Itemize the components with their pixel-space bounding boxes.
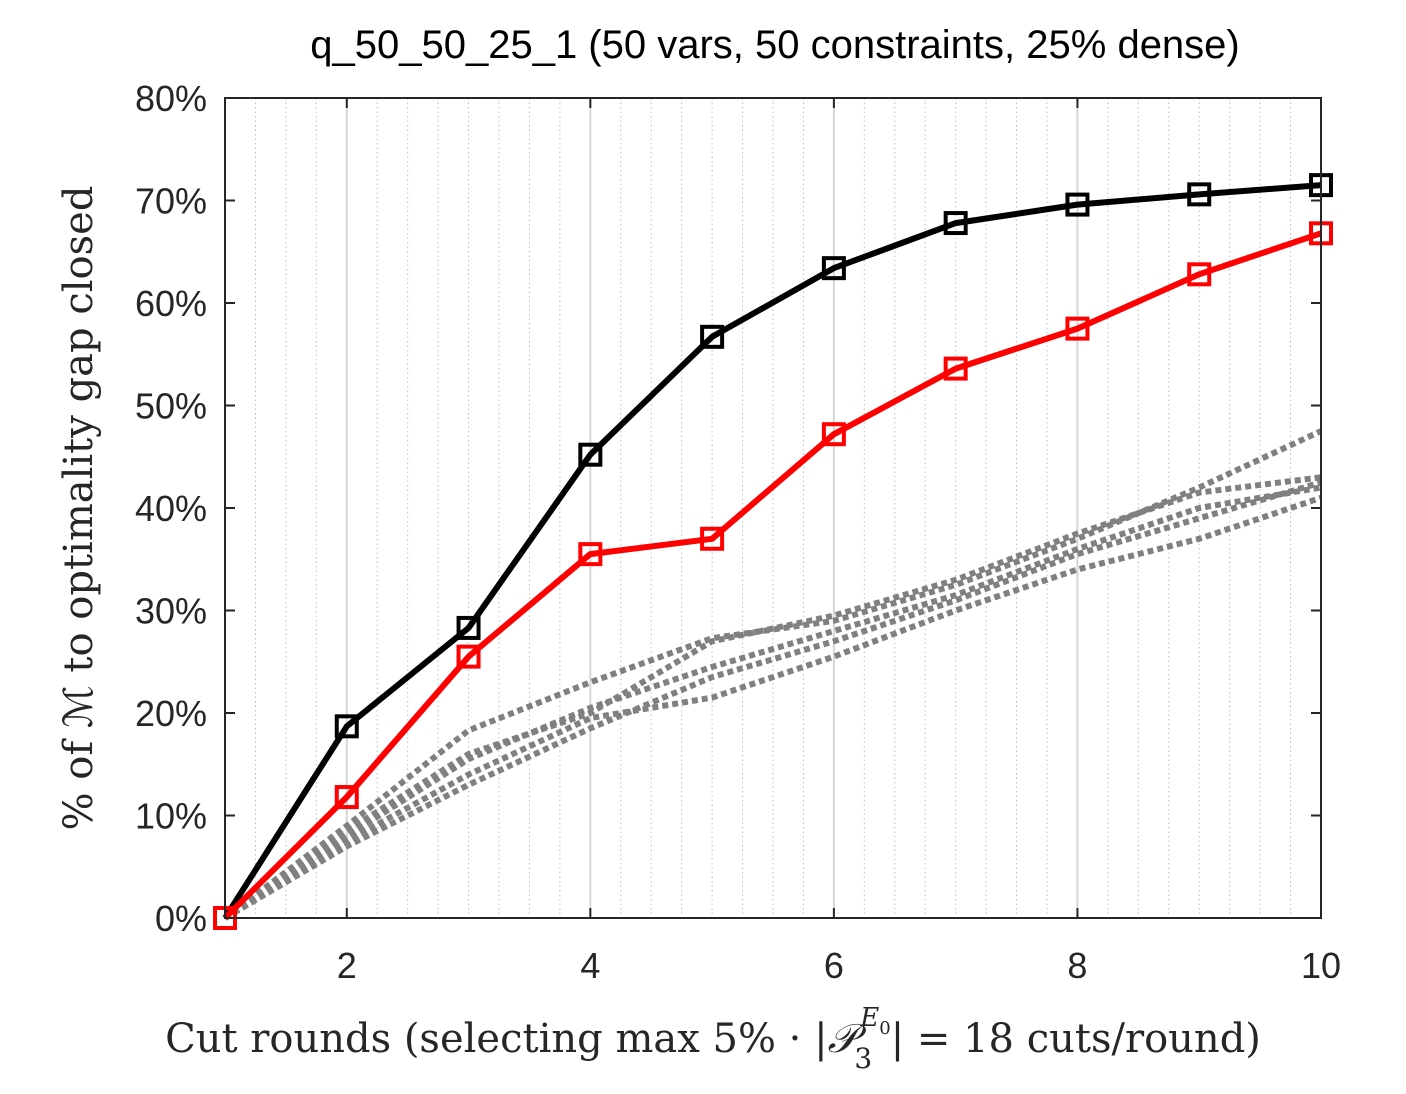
y-tick-label: 20% <box>135 693 207 734</box>
x-axis-label-superscript: E <box>859 1003 879 1033</box>
x-axis: 2 4 6 8 10 <box>337 98 1341 986</box>
data-point-marker <box>700 324 725 349</box>
x-tick-label: 2 <box>337 945 357 986</box>
series-6 <box>223 474 1322 921</box>
series-line <box>222 230 1322 921</box>
data-point-marker <box>578 442 603 467</box>
series-layer <box>213 173 1333 930</box>
y-axis: 0% 10% 20% 30% 40% 50% 60% 70% 80% <box>135 78 1321 939</box>
x-tick-label: 8 <box>1067 945 1087 986</box>
data-point-marker <box>334 785 359 810</box>
data-point-marker <box>578 542 603 567</box>
series-7 <box>223 479 1322 921</box>
data-point-marker <box>334 714 359 739</box>
y-tick-label: 80% <box>135 78 207 119</box>
y-tick-label: 70% <box>135 181 207 222</box>
x-axis-label-start: Cut rounds (selecting max 5% · | <box>165 1016 827 1062</box>
y-tick-label: 40% <box>135 488 207 529</box>
series-line <box>223 494 1322 921</box>
series-3 <box>223 428 1323 921</box>
x-axis-label-end: | = 18 cuts/round) <box>891 1016 1261 1062</box>
data-point-marker <box>700 526 725 551</box>
data-point-marker <box>456 644 481 669</box>
y-tick-label: 60% <box>135 283 207 324</box>
series-line <box>223 474 1322 921</box>
data-point-marker <box>1065 192 1090 217</box>
data-point-marker <box>1187 262 1212 287</box>
y-axis-label: % of ℳ to optimality gap closed <box>56 186 102 831</box>
series-5 <box>223 494 1322 921</box>
series-line <box>223 428 1323 921</box>
series-4 <box>223 484 1322 921</box>
data-point-marker <box>943 211 968 236</box>
y-tick-label: 50% <box>135 386 207 427</box>
data-point-marker <box>943 356 968 381</box>
y-tick-label: 0% <box>155 898 207 939</box>
data-point-marker <box>821 256 846 281</box>
data-point-marker <box>1187 182 1212 207</box>
series-line <box>223 484 1322 921</box>
y-tick-label: 10% <box>135 796 207 837</box>
data-point-marker <box>1065 316 1090 341</box>
minor-grid <box>224 98 1292 918</box>
series-line <box>223 479 1322 921</box>
x-axis-label: Cut rounds (selecting max 5% · |𝒫3E0| = … <box>165 1003 1261 1075</box>
chart-title: q_50_50_25_1 (50 vars, 50 constraints, 2… <box>310 23 1240 67</box>
x-tick-label: 6 <box>824 945 844 986</box>
y-tick-label: 30% <box>135 591 207 632</box>
data-point-marker <box>821 422 846 447</box>
x-tick-label: 10 <box>1301 945 1341 986</box>
data-point-marker <box>456 615 481 640</box>
x-axis-label-subscript: 3 <box>854 1042 872 1075</box>
x-tick-label: 4 <box>580 945 600 986</box>
x-axis-label-superscript-sub: 0 <box>879 1018 890 1039</box>
series-line <box>222 182 1322 920</box>
